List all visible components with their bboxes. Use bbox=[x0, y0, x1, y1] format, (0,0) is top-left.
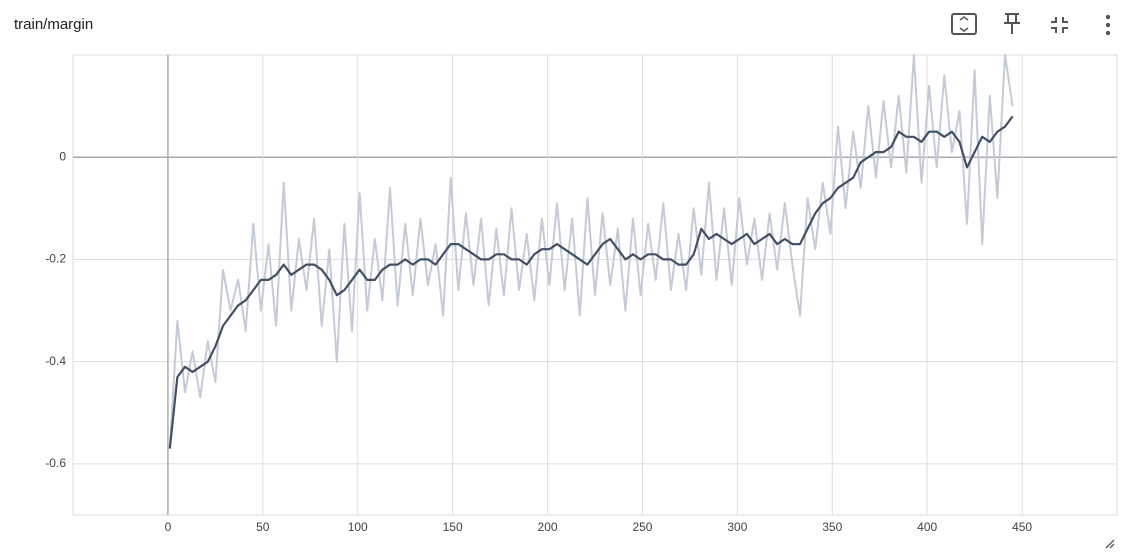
y-tick-label: -0.4 bbox=[45, 354, 66, 368]
x-tick-label: 300 bbox=[727, 520, 747, 534]
x-tick-label: 0 bbox=[165, 520, 172, 534]
pin-button[interactable] bbox=[1004, 13, 1020, 34]
plot-frame bbox=[72, 54, 1118, 516]
fit-domain-button[interactable] bbox=[951, 13, 977, 35]
collapse-button[interactable] bbox=[1051, 17, 1068, 33]
x-tick-label: 450 bbox=[1012, 520, 1032, 534]
x-tick-label: 100 bbox=[348, 520, 368, 534]
x-tick-label: 150 bbox=[443, 520, 463, 534]
x-tick-label: 50 bbox=[256, 520, 270, 534]
y-tick-label: -0.6 bbox=[45, 456, 66, 470]
y-tick-label: 0 bbox=[59, 149, 66, 163]
series-line bbox=[168, 115, 1014, 449]
x-tick-label: 400 bbox=[917, 520, 937, 534]
x-tick-label: 200 bbox=[538, 520, 558, 534]
chart-title: train/margin bbox=[14, 16, 93, 33]
series-line bbox=[168, 54, 1014, 449]
more-button[interactable] bbox=[1105, 14, 1111, 36]
toolbar bbox=[951, 13, 1111, 36]
x-tick-label: 250 bbox=[632, 520, 652, 534]
resize-handle[interactable] bbox=[1105, 539, 1115, 549]
x-tick-label: 350 bbox=[822, 520, 842, 534]
y-tick-label: -0.2 bbox=[45, 252, 66, 266]
